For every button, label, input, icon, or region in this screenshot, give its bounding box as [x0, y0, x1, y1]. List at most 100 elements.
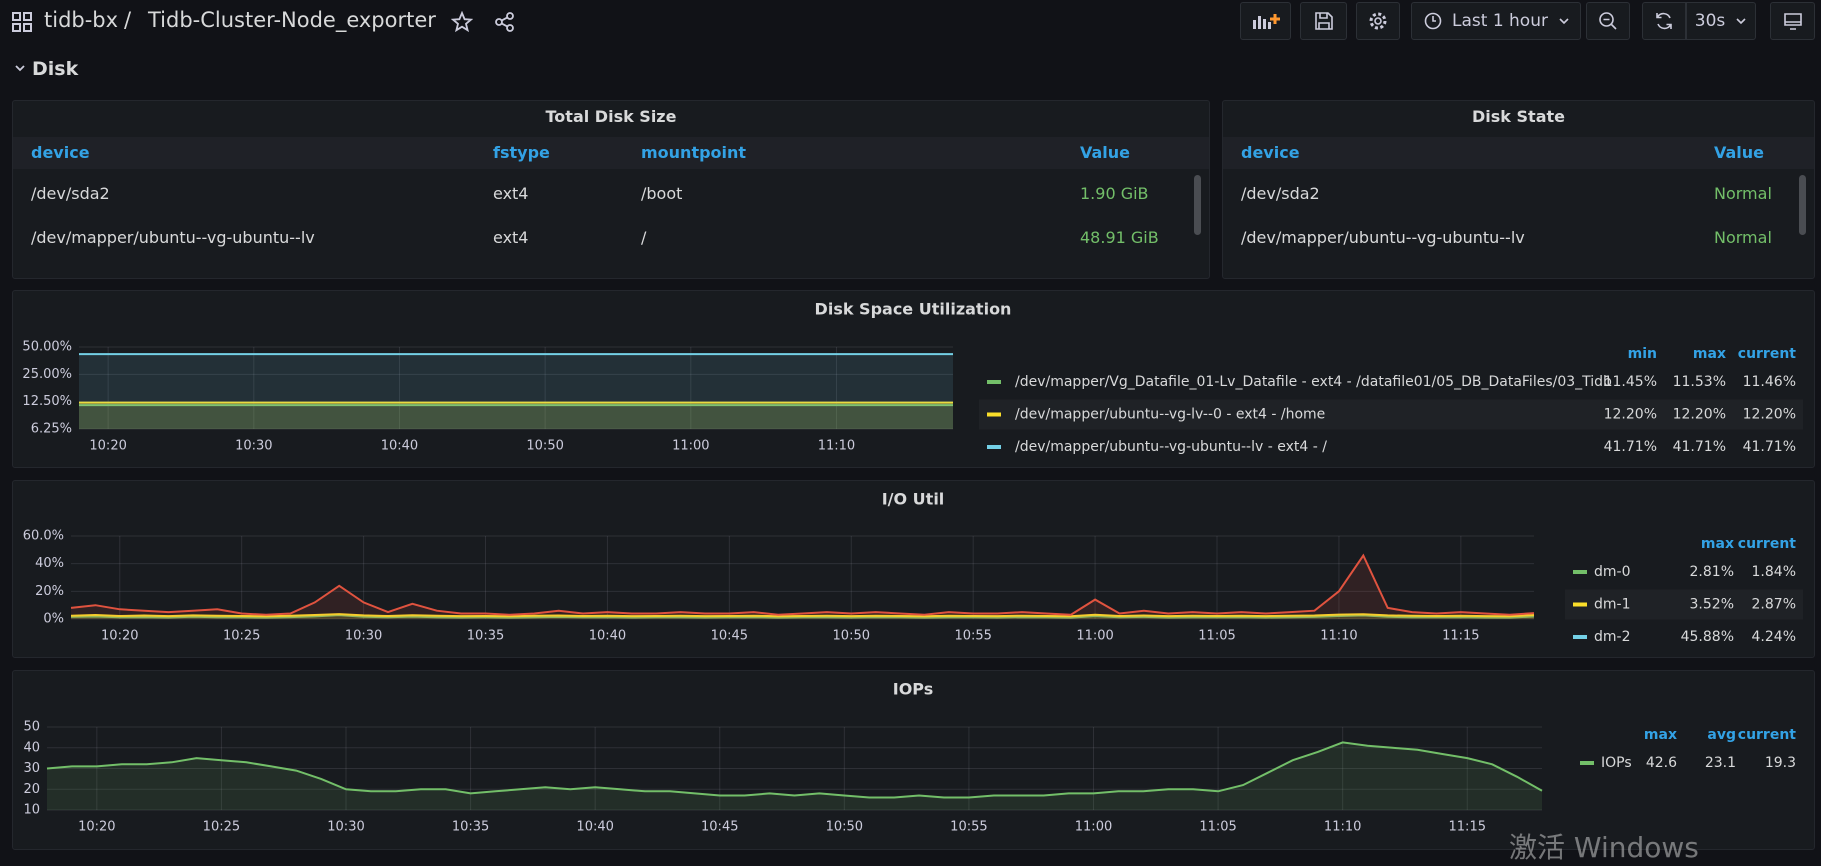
apps-icon[interactable]: [12, 12, 32, 32]
column-header: mountpoint: [641, 143, 747, 162]
tv-mode-button[interactable]: [1770, 2, 1815, 40]
dashboard-title[interactable]: Tidb-Cluster-Node_exporter: [148, 8, 436, 32]
x-tick-label: 10:40: [381, 439, 418, 454]
y-tick-label: 10: [23, 803, 40, 818]
x-tick-label: 10:45: [711, 629, 748, 644]
settings-icon: [1369, 12, 1387, 30]
y-tick-label: 20: [23, 782, 40, 797]
series-area: [79, 405, 953, 429]
legend-column-header: min: [1628, 346, 1657, 362]
graph-panel: IOPs 10 20 30 40 50 10:20 10:25 10:30 10:35 10:40 1…: [12, 670, 1815, 850]
legend-column-header: avg: [1707, 727, 1736, 743]
x-tick-label: 10:20: [101, 629, 138, 644]
column-header: device: [1241, 143, 1300, 162]
chart-title: Disk Space Utilization: [815, 300, 1012, 319]
legend-swatch: [1573, 602, 1587, 607]
x-tick-label: 10:50: [833, 629, 870, 644]
chart: I/O Util 0% 20% 40% 60.0% 10:20 10:25 10:30 10:3…: [23, 490, 1797, 646]
panel-title: Total Disk Size: [545, 107, 677, 126]
refresh-icon: [1656, 12, 1672, 30]
table-cell: ext4: [493, 228, 529, 247]
x-tick-label: 10:50: [526, 439, 563, 454]
legend-swatch: [987, 412, 1001, 417]
x-tick-label: 10:40: [576, 820, 613, 835]
legend-value: 19.3: [1765, 755, 1796, 771]
x-tick-label: 10:30: [327, 820, 364, 835]
settings-button[interactable]: [1356, 2, 1400, 40]
table-cell: /: [641, 228, 647, 247]
graph-panel: Disk Space Utilization 6.25% 12.50% 25.00% 5…: [12, 290, 1815, 468]
breadcrumb-separator: /: [124, 8, 132, 32]
legend-value: 11.46%: [1743, 374, 1796, 390]
x-tick-label: 10:20: [78, 820, 115, 835]
legend-name: dm-2: [1594, 629, 1630, 645]
y-tick-label: 50.00%: [22, 340, 72, 355]
table-panel: Disk State device Value/dev/sda2 Normal/dev…: [1222, 100, 1815, 279]
legend-value: 45.88%: [1681, 629, 1734, 645]
legend-value: 41.71%: [1604, 439, 1657, 455]
folder-link[interactable]: tidb-bx: [44, 8, 119, 32]
table-cell: /dev/mapper/ubuntu--vg-ubuntu--lv: [31, 228, 315, 247]
legend-column-header: max: [1701, 536, 1734, 552]
save-button[interactable]: [1300, 2, 1347, 40]
star-icon[interactable]: [451, 11, 473, 33]
legend-swatch: [987, 380, 1001, 384]
y-tick-label: 6.25%: [31, 422, 72, 437]
refresh-interval-picker[interactable]: 30s: [1686, 2, 1756, 40]
zoom-out-button[interactable]: [1586, 2, 1630, 40]
legend-value: 11.53%: [1673, 374, 1726, 390]
x-tick-label: 11:15: [1449, 820, 1486, 835]
top-bar: tidb-bx / Tidb-Cluster-Node_exporter Las…: [0, 0, 1821, 44]
y-tick-label: 40: [23, 740, 40, 755]
table-cell: /dev/mapper/ubuntu--vg-ubuntu--lv: [1241, 228, 1525, 247]
chart: Disk Space Utilization 6.25% 12.50% 25.00% 5…: [22, 300, 1796, 456]
refresh-button[interactable]: [1642, 2, 1686, 40]
legend-value: 42.6: [1646, 755, 1677, 771]
x-tick-label: 10:40: [589, 629, 626, 644]
y-tick-label: 40%: [35, 556, 64, 571]
table-header-bg: [1223, 137, 1814, 169]
legend-value: 2.81%: [1690, 564, 1734, 580]
clock-icon: [1424, 12, 1442, 30]
series-line: [70, 614, 1535, 619]
legend-value: 41.71%: [1743, 439, 1796, 455]
table-panel: Total Disk Size device fstype mountpoint Val…: [12, 100, 1210, 279]
x-tick-label: 11:10: [1324, 820, 1361, 835]
table-cell: Normal: [1714, 184, 1772, 203]
x-tick-label: 10:25: [223, 629, 260, 644]
share-icon[interactable]: [494, 11, 516, 33]
legend-swatch: [1580, 761, 1594, 765]
panel-title: Disk State: [1472, 107, 1565, 126]
add-panel-button[interactable]: [1240, 2, 1291, 40]
legend-value: 12.20%: [1743, 407, 1796, 423]
legend-name: /dev/mapper/ubuntu--vg-ubuntu--lv - ext4…: [1015, 439, 1327, 455]
legend-name: /dev/mapper/Vg_Datafile_01-Lv_Datafile -…: [1015, 374, 1612, 390]
row-title: Disk: [32, 58, 79, 80]
table-cell: /dev/sda2: [31, 184, 110, 203]
y-tick-label: 30: [23, 761, 40, 776]
legend-value: 2.87%: [1752, 597, 1796, 613]
x-tick-label: 10:25: [203, 820, 240, 835]
scrollbar: [1194, 175, 1201, 235]
series-area: [71, 555, 1534, 619]
table-header-bg: [13, 137, 1209, 169]
row-header[interactable]: Disk: [14, 58, 78, 80]
y-tick-label: 12.50%: [22, 394, 72, 409]
column-header: Value: [1714, 143, 1765, 162]
table-cell: /dev/sda2: [1241, 184, 1320, 203]
table-cell: ext4: [493, 184, 529, 203]
legend-value: 11.45%: [1604, 374, 1657, 390]
chart: IOPs 10 20 30 40 50 10:20 10:25 10:30 10:35 10:40 1…: [23, 680, 1797, 835]
legend-value: 23.1: [1705, 755, 1736, 771]
legend-column-header: current: [1738, 727, 1797, 743]
chart-title: I/O Util: [882, 490, 945, 509]
x-tick-label: 11:00: [1076, 629, 1113, 644]
y-tick-label: 50: [23, 720, 40, 735]
series-line: [46, 741, 1543, 799]
y-tick-label: 25.00%: [22, 367, 72, 382]
series-area: [79, 402, 953, 429]
time-picker[interactable]: Last 1 hour: [1411, 2, 1581, 40]
column-header: device: [31, 143, 90, 162]
y-tick-label: 0%: [43, 612, 64, 627]
